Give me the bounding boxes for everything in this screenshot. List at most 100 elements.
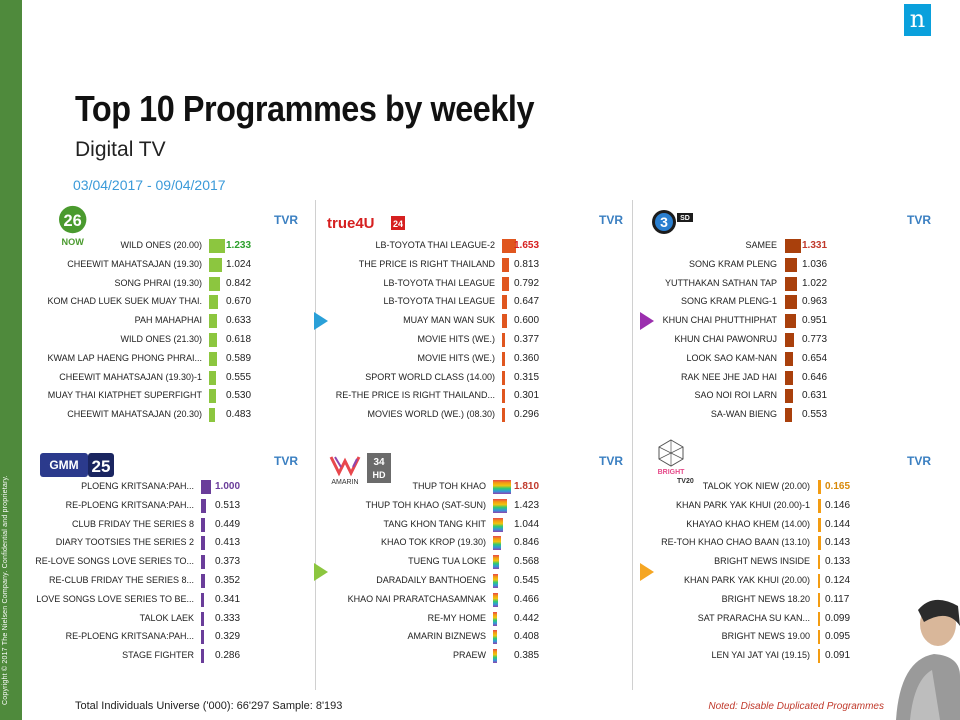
- tvr-value: 0.360: [514, 352, 540, 364]
- tvr-bar: [785, 257, 797, 272]
- bar-row: TALOK LAEK 0.333: [0, 611, 300, 629]
- tvr-bar: [785, 314, 796, 329]
- tvr-bar: [818, 649, 820, 664]
- svg-text:25: 25: [92, 457, 111, 476]
- tvr-bar: [201, 498, 206, 513]
- programme-label: MUAY THAI KIATPHET SUPERFIGHT: [47, 390, 202, 401]
- tvr-value: 0.618: [226, 334, 252, 345]
- programme-label: PAH MAHAPHAI: [134, 315, 202, 326]
- tvr-value: 0.654: [802, 352, 828, 364]
- tvr-value: 1.653: [514, 240, 540, 251]
- bar-row: RE-PLOENG KRITSANA:PAH... 0.513: [0, 498, 300, 516]
- bar-row: LB-TOYOTA THAI LEAGUE 0.792: [315, 276, 615, 294]
- programme-label: TUENG TUA LOKE: [408, 556, 486, 567]
- tvr-value: 0.530: [226, 390, 252, 402]
- programme-label: SA-WAN BIENG: [710, 409, 777, 420]
- arrow-icon: [640, 563, 654, 581]
- programme-label: TALOK YOK NIEW (20.00): [702, 481, 810, 491]
- channel-logo-true4u: true4U 24: [327, 215, 405, 232]
- tvr-value: 1.331: [802, 240, 828, 251]
- svg-text:3: 3: [660, 214, 668, 230]
- tvr-bar: [209, 295, 218, 310]
- tvr-bar: [493, 498, 507, 513]
- tvr-bar: [209, 276, 220, 291]
- programme-label: KHAO TOK KROP (19.30): [380, 537, 486, 548]
- programme-label: KHAN PARK YAK KHUI (20.00)-1: [675, 499, 810, 510]
- bar-row: LB-TOYOTA THAI LEAGUE 0.647: [315, 294, 615, 312]
- bar-row: DIARY TOOTSIES THE SERIES 2 0.413: [0, 535, 300, 553]
- tvr-value: 0.442: [514, 612, 540, 624]
- tvr-value: 0.373: [215, 556, 241, 568]
- bar-row: RAK NEE JHE JAD HAI 0.646: [632, 370, 932, 388]
- bar-row: LEN YAI JAT YAI (19.15) 0.091: [632, 648, 932, 666]
- bar-row: RE-TOH KHAO CHAO BAAN (13.10) 0.143: [632, 535, 932, 553]
- tvr-value: 0.333: [215, 612, 241, 624]
- programme-label: AMARIN BIZNEWS: [407, 631, 486, 642]
- programme-label: SONG PHRAI (19.30): [114, 277, 202, 288]
- tvr-value: 0.301: [514, 390, 540, 402]
- bar-row: AMARIN BIZNEWS 0.408: [315, 629, 615, 647]
- tvr-bar: [818, 517, 821, 532]
- programme-label: SONG KRAM PLENG-1: [680, 296, 777, 307]
- tvr-bar: [785, 239, 801, 253]
- tvr-bar: [493, 592, 498, 607]
- bar-row: SONG KRAM PLENG 1.036: [632, 257, 932, 275]
- programme-label: SAO NOI ROI LARN: [694, 390, 777, 401]
- programme-label: CLUB FRIDAY THE SERIES 8: [71, 518, 194, 529]
- tvr-value: 1.022: [802, 277, 828, 289]
- tvr-bar: [209, 389, 216, 404]
- bar-row: KHUN CHAI PHUTTHIPHAT 0.951: [632, 313, 932, 331]
- tvr-value: 0.963: [802, 296, 828, 308]
- bar-row: STAGE FIGHTER 0.286: [0, 648, 300, 666]
- tvr-bar: [785, 389, 793, 404]
- svg-text:SD: SD: [680, 215, 690, 222]
- bar-row: CHEEWIT MAHATSAJAN (20.30) 0.483: [0, 407, 300, 425]
- programme-label: MOVIE HITS (WE.): [417, 334, 496, 344]
- programme-label: LOOK SAO KAM-NAN: [686, 352, 777, 363]
- tvr-value: 0.466: [514, 593, 540, 605]
- tvr-value: 0.483: [226, 409, 252, 421]
- tvr-value: 0.377: [514, 334, 540, 345]
- bar-row: SAMEE 1.331: [632, 238, 932, 256]
- tvr-bar: [502, 276, 509, 291]
- tvr-value: 0.329: [215, 631, 241, 643]
- channel-logo-amarin: AMARIN 34 HD: [329, 453, 391, 486]
- programme-label: BRIGHT NEWS 19.00: [721, 631, 810, 642]
- tvr-value: 0.143: [825, 537, 851, 549]
- programme-label: THE PRICE IS RIGHT THAILAND: [358, 258, 495, 269]
- bar-row: MUAY MAN WAN SUK 0.600: [315, 313, 615, 331]
- tvr-value: 0.133: [825, 556, 851, 568]
- programme-label: CHEEWIT MAHATSAJAN (19.30)-1: [59, 371, 202, 382]
- tvr-bar: [818, 555, 820, 570]
- tvr-value: 0.513: [215, 499, 241, 511]
- programme-label: LB-TOYOTA THAI LEAGUE: [383, 277, 495, 288]
- svg-text:HD: HD: [373, 470, 386, 480]
- bar-row: MUAY THAI KIATPHET SUPERFIGHT 0.530: [0, 388, 300, 406]
- tvr-value: 0.296: [514, 409, 540, 421]
- bar-row: THE PRICE IS RIGHT THAILAND 0.813: [315, 257, 615, 275]
- bar-row: TALOK YOK NIEW (20.00) 0.165: [632, 479, 932, 497]
- tvr-bar: [493, 574, 498, 588]
- tvr-value: 0.813: [514, 258, 540, 270]
- tvr-value: 0.449: [215, 518, 241, 530]
- footer-universe: Total Individuals Universe ('000): 66'29…: [75, 700, 343, 712]
- tvr-value: 1.000: [215, 481, 241, 492]
- tvr-value: 0.589: [226, 352, 252, 364]
- bar-row: KHAO NAI PRARATCHASAMNAK 0.466: [315, 592, 615, 610]
- bar-row: PAH MAHAPHAI 0.633: [0, 313, 300, 331]
- tvr-value: 0.165: [825, 481, 851, 492]
- tvr-value: 0.146: [825, 499, 851, 511]
- tvr-value: 0.286: [215, 650, 241, 662]
- tvr-value: 0.385: [514, 650, 540, 662]
- programme-label: WILD ONES (21.30): [120, 334, 202, 344]
- programme-label: RE-CLUB FRIDAY THE SERIES 8...: [48, 575, 194, 585]
- bar-row: KOM CHAD LUEK SUEK MUAY THAI. 0.670: [0, 294, 300, 312]
- svg-text:24: 24: [393, 219, 403, 229]
- tvr-bar: [493, 536, 501, 551]
- programme-label: MOVIE HITS (WE.): [417, 352, 496, 363]
- channel-logo-bright-sub: TV20: [677, 478, 694, 485]
- tvr-bar: [818, 498, 821, 513]
- tvr-bar: [201, 536, 205, 551]
- tvr-bar: [201, 611, 204, 626]
- bar-row: SAT PRARACHA SU KAN... 0.099: [632, 611, 932, 629]
